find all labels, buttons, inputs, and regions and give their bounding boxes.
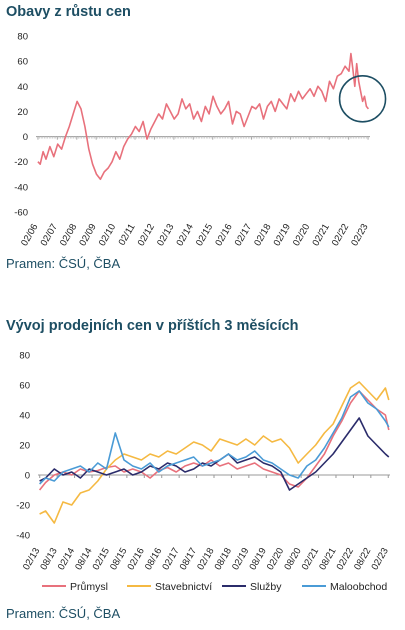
y-tick-label: 0 [23, 132, 28, 143]
y-tick-label: 0 [25, 471, 30, 482]
x-tick-label: 02/17 [233, 222, 254, 248]
y-tick-label: -20 [14, 157, 28, 168]
series-line-stavebnictví [39, 381, 390, 524]
legend-label: Maloobchod [330, 581, 387, 593]
chart1-source: Pramen: ČSÚ, ČBA [6, 256, 121, 271]
x-tick-label: 02/08 [58, 222, 79, 248]
chart2-source: Pramen: ČSÚ, ČBA [6, 606, 121, 621]
x-tick-label: 02/06 [19, 222, 40, 248]
y-tick-label: 20 [19, 441, 30, 452]
x-tick-label: 02/07 [39, 222, 60, 248]
y-tick-label: -60 [14, 208, 28, 219]
y-tick-label: 60 [19, 381, 30, 392]
x-tick-label: 02/20 [291, 222, 312, 248]
x-tick-label: 02/09 [77, 222, 98, 248]
y-tick-label: 80 [17, 32, 28, 43]
y-tick-label: -40 [14, 182, 28, 193]
x-tick-label: 02/23 [349, 222, 370, 248]
x-tick-label: 02/12 [136, 222, 157, 248]
legend-label: Služby [250, 581, 282, 593]
y-tick-label: -40 [16, 531, 30, 542]
y-tick-label: 40 [19, 411, 30, 422]
x-tick-label: 02/16 [213, 222, 234, 248]
y-tick-label: 20 [17, 107, 28, 118]
x-tick-label: 02/23 [369, 546, 390, 572]
y-tick-label: 80 [19, 351, 30, 362]
series-line-služby [39, 417, 390, 491]
x-tick-label: 02/18 [252, 222, 273, 248]
series-line-series0 [37, 52, 370, 181]
chart1-area: 806040200-20-40-6002/0602/0702/0802/0902… [14, 32, 387, 248]
chart2-area: 806040200-20-4002/1308/1302/1408/1402/15… [16, 351, 391, 594]
x-tick-label: 02/15 [194, 222, 215, 248]
highlight-circle [338, 75, 387, 123]
chart1-title: Obavy z růstu cen [6, 4, 131, 20]
y-tick-label: 60 [17, 57, 28, 68]
y-tick-label: -20 [16, 501, 30, 512]
x-tick-label: 02/14 [174, 222, 195, 248]
x-tick-label: 02/19 [272, 222, 293, 248]
x-tick-label: 02/11 [117, 222, 138, 247]
x-tick-label: 02/10 [97, 222, 118, 248]
legend-label: Stavebnictví [155, 581, 212, 593]
x-tick-label: 02/22 [330, 222, 351, 248]
x-tick-label: 02/21 [310, 222, 331, 248]
y-tick-label: 40 [17, 82, 28, 93]
series-line-maloobchod [39, 390, 390, 485]
legend-label: Průmysl [70, 581, 108, 593]
chart2-title: Vývoj prodejních cen v příštích 3 měsící… [6, 318, 299, 334]
x-tick-label: 02/13 [155, 222, 176, 248]
